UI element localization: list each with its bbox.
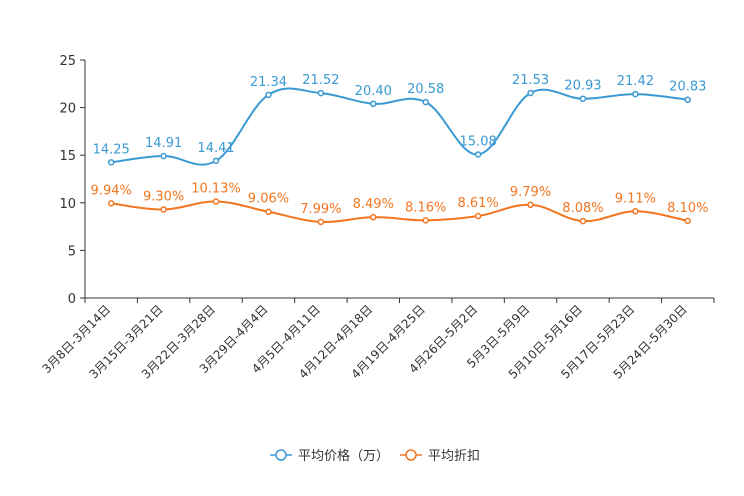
data-point[interactable] xyxy=(317,218,325,226)
data-label: 21.34 xyxy=(250,75,287,90)
chart-axes xyxy=(80,59,715,303)
y-tick-label: 10 xyxy=(59,197,76,212)
data-label: 10.13% xyxy=(191,182,241,197)
legend-item-1[interactable]: 平均折扣 xyxy=(400,449,480,464)
y-tick-label: 20 xyxy=(59,102,76,117)
data-point[interactable] xyxy=(684,217,692,225)
x-tick-labels: 3月8日-3月14日3月15日-3月21日3月22日-3月28日3月29日-4月… xyxy=(39,302,689,381)
data-point[interactable] xyxy=(265,91,272,99)
data-label: 8.08% xyxy=(562,201,603,216)
legend-item-0[interactable]: 平均价格（万） xyxy=(270,448,389,464)
data-point[interactable] xyxy=(527,201,534,209)
data-labels: 14.25 14.91 14.41 21.34 21.52 20.40 20.58 15.08… xyxy=(91,73,709,217)
data-point[interactable] xyxy=(684,96,692,103)
data-point[interactable] xyxy=(160,206,167,213)
data-label: 8.49% xyxy=(353,197,394,212)
data-point[interactable] xyxy=(107,200,115,207)
y-tick-label: 0 xyxy=(68,292,76,307)
data-point[interactable] xyxy=(527,89,534,97)
data-label: 8.16% xyxy=(405,200,446,215)
data-point[interactable] xyxy=(107,159,115,166)
data-label: 15.08 xyxy=(460,134,497,149)
data-label: 20.40 xyxy=(355,84,392,99)
y-tick-label: 15 xyxy=(59,149,76,164)
data-point[interactable] xyxy=(474,212,482,220)
data-point[interactable] xyxy=(474,151,482,158)
data-point[interactable] xyxy=(370,213,377,221)
data-label: 8.10% xyxy=(667,201,708,216)
data-point[interactable] xyxy=(632,90,639,98)
legend[interactable]: 平均价格（万） 平均折扣 xyxy=(270,448,480,464)
data-label: 20.58 xyxy=(407,82,444,97)
data-point[interactable] xyxy=(212,157,220,165)
data-label: 9.94% xyxy=(91,183,132,198)
legend-swatch-marker xyxy=(275,449,287,461)
data-label: 8.61% xyxy=(457,196,498,211)
data-point[interactable] xyxy=(422,217,429,224)
legend-label: 平均价格（万） xyxy=(298,448,389,464)
data-label: 14.91 xyxy=(145,136,182,151)
data-point[interactable] xyxy=(632,208,639,215)
data-label: 21.53 xyxy=(512,73,549,88)
y-tick-labels: 0 5 10 15 20 25 xyxy=(59,54,76,307)
data-point[interactable] xyxy=(317,89,325,97)
legend-swatch-marker xyxy=(405,449,417,461)
data-label: 9.11% xyxy=(615,191,656,206)
data-label: 20.83 xyxy=(669,80,706,95)
data-label: 14.41 xyxy=(197,141,234,156)
data-point[interactable] xyxy=(265,208,272,215)
data-label: 20.93 xyxy=(564,79,601,94)
data-label: 9.06% xyxy=(248,192,289,207)
data-label: 9.79% xyxy=(510,185,551,200)
data-point[interactable] xyxy=(370,100,377,108)
y-tick-label: 25 xyxy=(59,54,76,69)
data-point[interactable] xyxy=(579,217,587,225)
data-label: 14.25 xyxy=(93,142,130,157)
data-label: 9.30% xyxy=(143,189,184,204)
data-point[interactable] xyxy=(160,152,167,160)
series-points xyxy=(107,89,692,226)
data-label: 21.52 xyxy=(302,73,339,88)
data-label: 21.42 xyxy=(617,74,654,89)
legend-label: 平均折扣 xyxy=(428,449,480,464)
data-point[interactable] xyxy=(579,95,587,102)
data-point[interactable] xyxy=(422,98,429,106)
data-label: 7.99% xyxy=(300,202,341,217)
y-tick-label: 5 xyxy=(68,244,76,259)
series-line-1 xyxy=(111,200,688,224)
data-point[interactable] xyxy=(212,198,220,205)
